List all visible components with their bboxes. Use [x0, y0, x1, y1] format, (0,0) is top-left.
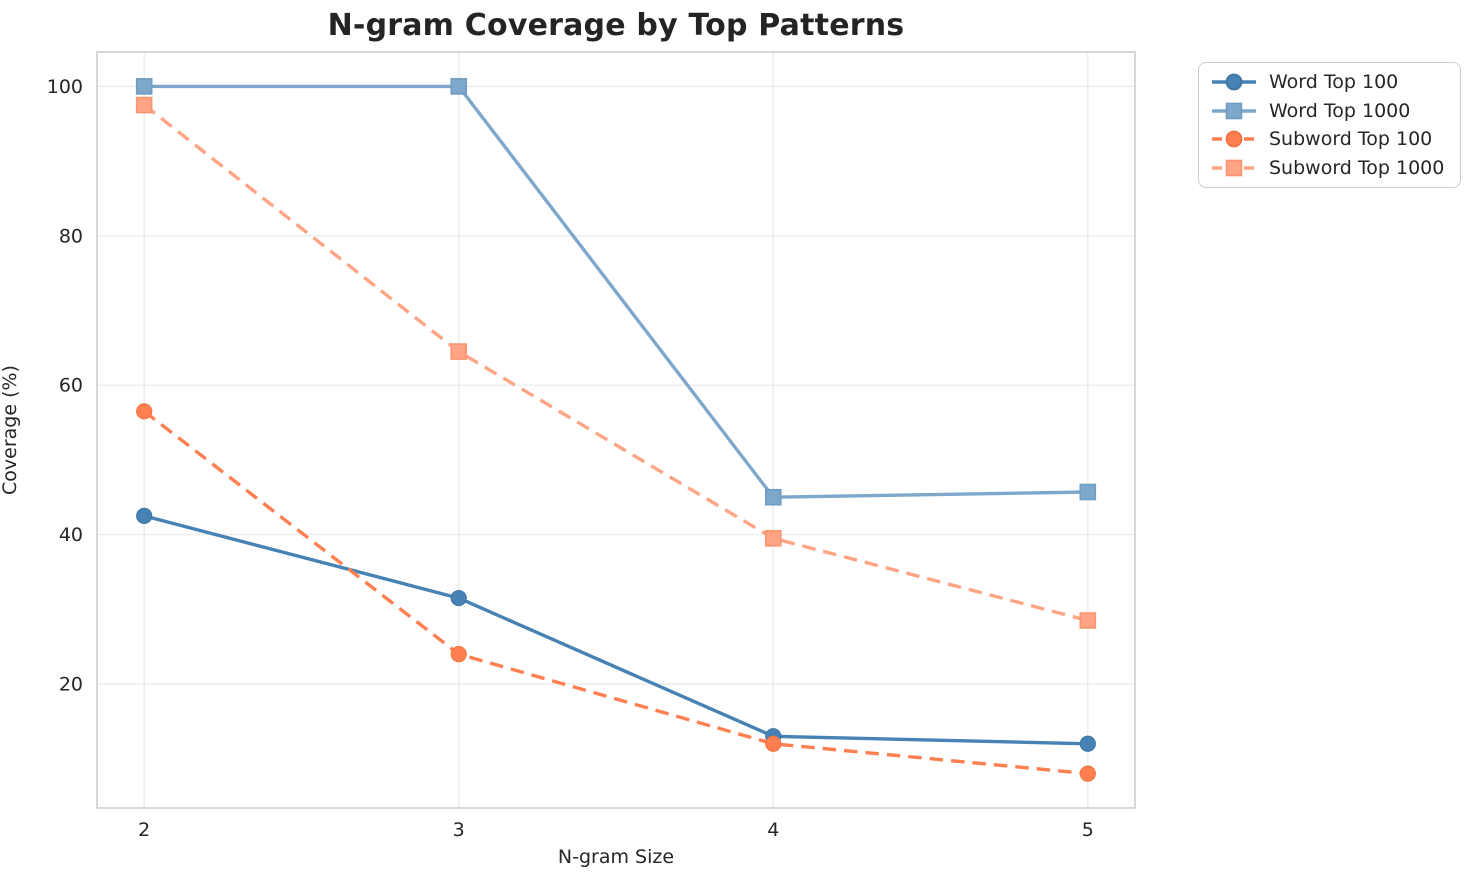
x-tick-labels: 2 3 4 5: [138, 819, 1094, 841]
marker-subword-top-1000-x5: [1079, 612, 1097, 629]
y-tick-label-80: 80: [59, 225, 83, 247]
y-tick-label-40: 40: [59, 524, 83, 546]
marker-word-top-1000-x2: [135, 78, 153, 95]
marker-word-top-100-x3: [450, 589, 467, 607]
y-tick-label-20: 20: [59, 673, 83, 695]
marker-subword-top-1000-x3: [450, 343, 468, 360]
marker-word-top-1000-x3: [450, 78, 468, 95]
marker-subword-top-100-x2: [136, 403, 153, 420]
legend-marker-word-top-100: [1212, 73, 1256, 91]
legend-item-word-top-100: Word Top 100: [1211, 68, 1448, 97]
series-word-top-1000: [135, 78, 1097, 506]
legend-item-subword-top-1000: Subword Top 1000: [1211, 154, 1448, 183]
x-tick-label-3: 3: [453, 819, 465, 841]
series-subword-top-100: [136, 403, 1096, 782]
legend-marker-subword-top-100: [1212, 130, 1256, 148]
series-line-word-top-100: [142, 514, 1090, 746]
legend-item-word-top-1000: Word Top 1000: [1211, 97, 1448, 126]
legend-label-word-top-100: Word Top 100: [1269, 71, 1399, 94]
legend-label-subword-top-100: Subword Top 100: [1269, 128, 1433, 151]
series-line-subword-top-1000: [143, 103, 1089, 623]
y-axis-label: Coverage (%): [0, 365, 21, 495]
x-tick-label-5: 5: [1082, 819, 1094, 841]
series-line-word-top-1000: [142, 84, 1090, 499]
legend-label-subword-top-1000: Subword Top 1000: [1269, 156, 1445, 179]
legend-marker-subword-top-1000: [1212, 159, 1256, 177]
x-axis-label: N-gram Size: [557, 846, 675, 868]
legend-label-word-top-1000: Word Top 1000: [1269, 99, 1411, 122]
y-tick-labels: 20 40 60 80 100: [47, 76, 83, 696]
legend: Word Top 100 Word Top 1000 Subword Top 100…: [1198, 62, 1461, 188]
plot-border: [96, 51, 1136, 809]
marker-subword-top-1000-x4: [764, 530, 782, 547]
series-word-top-100: [136, 507, 1096, 752]
y-tick-label-100: 100: [47, 76, 83, 98]
marker-subword-top-1000-x2: [135, 96, 153, 114]
marker-subword-top-100-x4: [765, 735, 782, 752]
x-tick-label-4: 4: [767, 819, 779, 841]
marker-word-top-100-x5: [1079, 735, 1096, 752]
y-tick-label-60: 60: [59, 375, 83, 397]
marker-subword-top-100-x3: [450, 646, 467, 663]
series-subword-top-1000: [135, 96, 1097, 629]
gridlines: [97, 52, 1135, 808]
chart-title: N-gram Coverage by Top Patterns: [327, 8, 905, 43]
legend-item-subword-top-100: Subword Top 100: [1211, 125, 1448, 154]
marker-word-top-1000-x4: [764, 488, 782, 506]
marker-word-top-100-x2: [136, 507, 153, 525]
marker-word-top-1000-x5: [1079, 483, 1097, 501]
series-line-subword-top-100: [143, 409, 1088, 776]
legend-marker-word-top-1000: [1212, 102, 1256, 120]
marker-subword-top-100-x5: [1079, 765, 1096, 782]
x-tick-label-2: 2: [138, 819, 150, 841]
